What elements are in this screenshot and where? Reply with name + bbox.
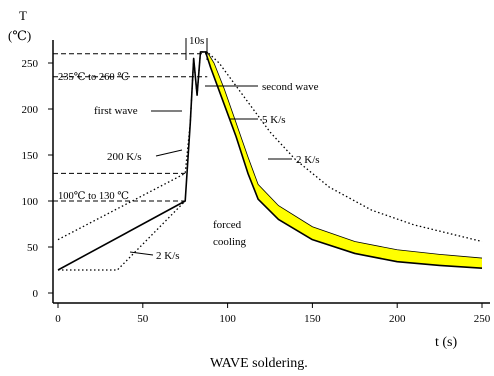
cooling-label: cooling bbox=[213, 236, 246, 248]
second-wave-label: second wave bbox=[262, 81, 319, 93]
rate-200-leader bbox=[155, 149, 183, 157]
y-tick-label-200: 200 bbox=[22, 104, 39, 116]
rate-2-left-label: 2 K/s bbox=[156, 250, 180, 262]
range-high-label: 235℃ to 260 ℃ bbox=[58, 72, 129, 83]
x-tick-label-0: 0 bbox=[55, 313, 61, 325]
rate-5-label: 5 K/s bbox=[262, 114, 286, 126]
rate-200-label: 200 K/s bbox=[107, 151, 142, 163]
band-upper-edge bbox=[206, 51, 483, 259]
y-tick-label-0: 0 bbox=[33, 288, 39, 300]
ten-second-label: 10s bbox=[189, 35, 204, 47]
y-tick-label-150: 150 bbox=[22, 150, 39, 162]
ticks: 0 50 100 150 200 250 0 50 100 150 200 250 bbox=[22, 58, 491, 325]
forced-label: forced bbox=[213, 219, 242, 231]
first-wave-label: first wave bbox=[94, 105, 138, 117]
forced-cooling-band bbox=[207, 51, 483, 269]
x-tick-label-50: 50 bbox=[137, 313, 149, 325]
ten-second-bracket bbox=[185, 38, 208, 60]
rate-2-right-label: 2 K/s bbox=[296, 154, 320, 166]
reference-lines bbox=[53, 53, 208, 202]
x-tick-label-100: 100 bbox=[219, 313, 236, 325]
y-axis-title: T bbox=[19, 8, 27, 23]
rate-2-left-leader bbox=[129, 251, 154, 256]
y-tick-label-50: 50 bbox=[27, 242, 39, 254]
x-tick-label-150: 150 bbox=[304, 313, 321, 325]
range-low-label: 100℃ to 130 ℃ bbox=[58, 191, 129, 202]
x-tick-label-250: 250 bbox=[474, 313, 491, 325]
chart-caption: WAVE soldering. bbox=[210, 356, 308, 371]
x-tick-label-200: 200 bbox=[389, 313, 406, 325]
y-tick-label-100: 100 bbox=[22, 196, 39, 208]
series-1-line bbox=[57, 51, 483, 243]
y-axis-unit: (℃) bbox=[8, 28, 31, 43]
band-layer bbox=[206, 51, 483, 269]
axes bbox=[52, 40, 490, 304]
series-layer bbox=[57, 51, 483, 271]
y-tick-label-250: 250 bbox=[22, 58, 39, 70]
x-axis-title: t (s) bbox=[435, 335, 458, 350]
